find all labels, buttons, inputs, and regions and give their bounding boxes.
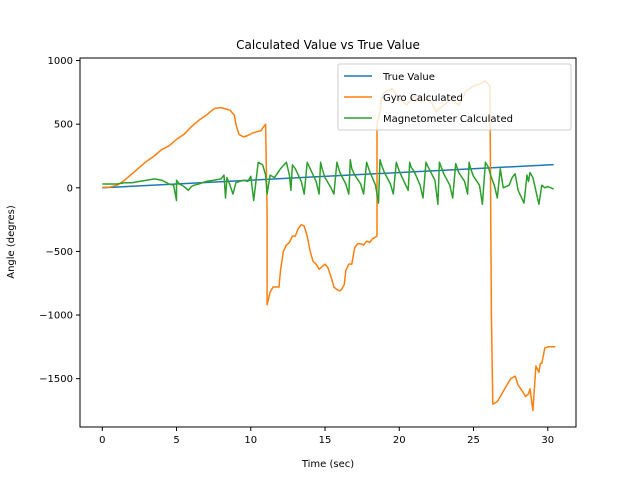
y-tick-label: −500 (46, 247, 73, 258)
legend-box (337, 63, 572, 131)
y-tick-label: −1500 (39, 374, 73, 385)
series-line-true-value (102, 163, 554, 189)
x-tick-label: 30 (541, 435, 554, 446)
legend: True Value Gyro Calculated Magnetometer Ca… (337, 63, 572, 131)
x-tick-label: 20 (393, 435, 406, 446)
series-line-gyro-calculated (102, 80, 556, 412)
y-tick-label: −1000 (39, 311, 73, 322)
x-tick-label: 10 (244, 435, 257, 446)
x-tick-label: 25 (467, 435, 480, 446)
x-tick-label: 15 (319, 435, 332, 446)
series-layer (102, 80, 556, 412)
y-tick-label: 1000 (48, 56, 73, 67)
x-tick-label: 5 (173, 435, 179, 446)
plot-frame (79, 57, 577, 428)
x-axis-label: Time (sec) (301, 459, 354, 470)
series-line-magnetometer-calculated (102, 159, 555, 206)
y-axis-ticks: 1000 500 0 −500 −1000 −1500 (39, 56, 80, 385)
legend-label: True Value (382, 72, 435, 83)
y-tick-label: 0 (67, 183, 73, 194)
x-tick-label: 0 (99, 435, 105, 446)
legend-label: Gyro Calculated (383, 93, 463, 104)
y-axis-label: Angle (degres) (6, 205, 17, 279)
x-axis-ticks: 0 5 10 15 20 25 30 (99, 427, 554, 446)
y-tick-label: 500 (54, 120, 73, 131)
legend-label: Magnetometer Calculated (383, 114, 513, 125)
chart-title: Calculated Value vs True Value (236, 38, 420, 52)
